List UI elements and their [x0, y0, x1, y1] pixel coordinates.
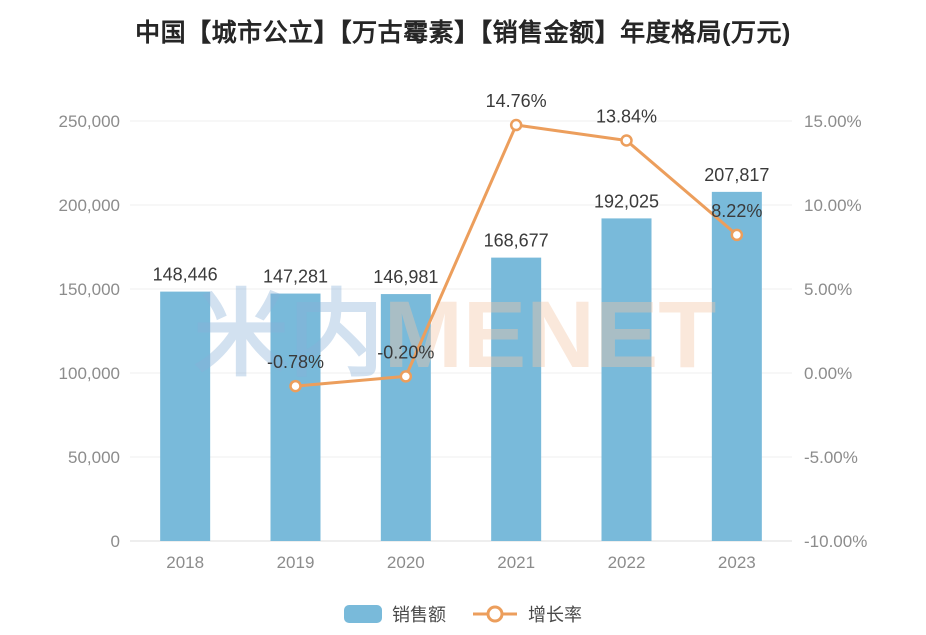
legend-label-growth: 增长率 [528, 605, 582, 625]
bar-2021[interactable] [491, 257, 542, 541]
line-value-labels: -0.78% -0.20% 14.76% 13.84% 8.22% [267, 91, 762, 372]
watermark: 米内MENET [194, 282, 717, 388]
x-axis-label-2021: 2021 [497, 553, 535, 572]
line-marker-2022[interactable] [620, 134, 633, 147]
bar-value-label: 146,981 [373, 267, 438, 287]
line-marker-2020[interactable] [399, 370, 413, 383]
line-value-label: 8.22% [711, 201, 762, 221]
bar-2022[interactable] [601, 218, 652, 541]
legend: 销售额 增长率 [0, 601, 926, 627]
bar-value-label: 147,281 [263, 267, 328, 287]
left-axis-tick: 50,000 [68, 448, 120, 467]
line-marker-2019[interactable] [289, 379, 302, 393]
line-value-label: 13.84% [596, 106, 657, 126]
left-axis-tick: 100,000 [59, 364, 120, 383]
right-axis-tick: 5.00% [804, 280, 852, 299]
line-series-marker-icon [473, 605, 517, 623]
x-axis-label-2018: 2018 [166, 553, 204, 572]
right-axis-tick: -10.00% [804, 532, 867, 551]
bar-value-label: 168,677 [484, 231, 549, 251]
right-axis-tick: 15.00% [804, 112, 862, 131]
right-axis-tick: 0.00% [804, 364, 852, 383]
bar-value-labels: 148,446 147,281 146,981 168,677 192,025 207,8… [153, 165, 770, 287]
line-markers [289, 118, 744, 393]
gridlines [130, 120, 792, 542]
left-axis-tick: 0 [111, 532, 120, 551]
line-marker-2023[interactable] [730, 228, 744, 242]
bar-2019[interactable] [270, 293, 321, 541]
bar-2018[interactable] [160, 291, 211, 541]
x-axis-label-2022: 2022 [608, 553, 646, 572]
legend-item-growth[interactable]: 增长率 [472, 601, 582, 627]
bar-value-label: 192,025 [594, 191, 659, 211]
legend-label-sales: 销售额 [392, 605, 446, 625]
bar-2023[interactable] [711, 191, 762, 542]
left-axis-tick: 200,000 [59, 196, 120, 215]
line-value-label: -0.78% [267, 352, 324, 372]
line-value-label: -0.20% [377, 342, 434, 362]
x-axis-label-2020: 2020 [387, 553, 425, 572]
x-axis-label-2023: 2023 [718, 553, 756, 572]
x-axis-label-2019: 2019 [277, 553, 315, 572]
legend-item-sales[interactable]: 销售额 [344, 601, 446, 627]
right-axis-tick: 10.00% [804, 196, 862, 215]
bar-series-swatch-icon [344, 605, 382, 623]
left-axis-tick: 150,000 [59, 280, 120, 299]
bar-series [160, 191, 762, 542]
line-value-label: 14.76% [486, 91, 547, 111]
watermark-cjk: 米内 [194, 282, 384, 388]
left-axis-tick: 250,000 [59, 112, 120, 131]
right-axis-tick: -5.00% [804, 448, 858, 467]
x-axis-labels: 2018 2019 2020 2021 2022 2023 [166, 553, 755, 572]
bar-value-label: 148,446 [153, 265, 218, 285]
chart-title: 中国【城市公立】【万古霉素】【销售金额】年度格局(万元) [135, 19, 791, 47]
bar-value-label: 207,817 [704, 165, 769, 185]
line-marker-2021[interactable] [509, 118, 523, 132]
axis-tick-labels: 0 -10.00% 50,000 -5.00% 100,000 0.00% 150,000 5… [59, 112, 868, 551]
watermark-latin: MENET [384, 282, 717, 388]
